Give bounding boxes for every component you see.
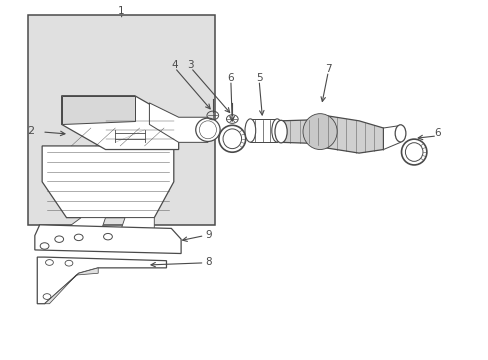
Text: 4: 4: [171, 60, 178, 70]
Text: 8: 8: [205, 257, 212, 267]
Text: 6: 6: [434, 129, 440, 138]
Polygon shape: [44, 268, 98, 304]
Polygon shape: [37, 257, 166, 304]
Ellipse shape: [244, 119, 255, 142]
Ellipse shape: [223, 129, 241, 149]
Polygon shape: [120, 218, 154, 232]
Text: 2: 2: [27, 126, 35, 135]
Polygon shape: [383, 126, 400, 149]
Ellipse shape: [219, 125, 245, 152]
Ellipse shape: [199, 121, 216, 139]
FancyBboxPatch shape: [27, 15, 215, 225]
Polygon shape: [35, 225, 181, 253]
Ellipse shape: [303, 114, 336, 149]
Text: 7: 7: [325, 64, 331, 74]
Polygon shape: [281, 116, 383, 153]
Ellipse shape: [271, 119, 282, 142]
Polygon shape: [61, 96, 135, 125]
Ellipse shape: [405, 143, 422, 161]
Polygon shape: [149, 103, 207, 142]
Polygon shape: [42, 146, 173, 218]
Text: 1: 1: [118, 6, 124, 16]
Ellipse shape: [195, 118, 220, 141]
Ellipse shape: [274, 120, 286, 143]
Text: 6: 6: [227, 73, 234, 83]
Text: 5: 5: [255, 73, 262, 83]
Polygon shape: [61, 218, 105, 232]
Polygon shape: [250, 119, 277, 142]
Text: 9: 9: [205, 230, 212, 239]
Polygon shape: [61, 96, 178, 149]
Text: 3: 3: [187, 60, 194, 70]
Ellipse shape: [401, 139, 426, 165]
Ellipse shape: [394, 125, 405, 142]
